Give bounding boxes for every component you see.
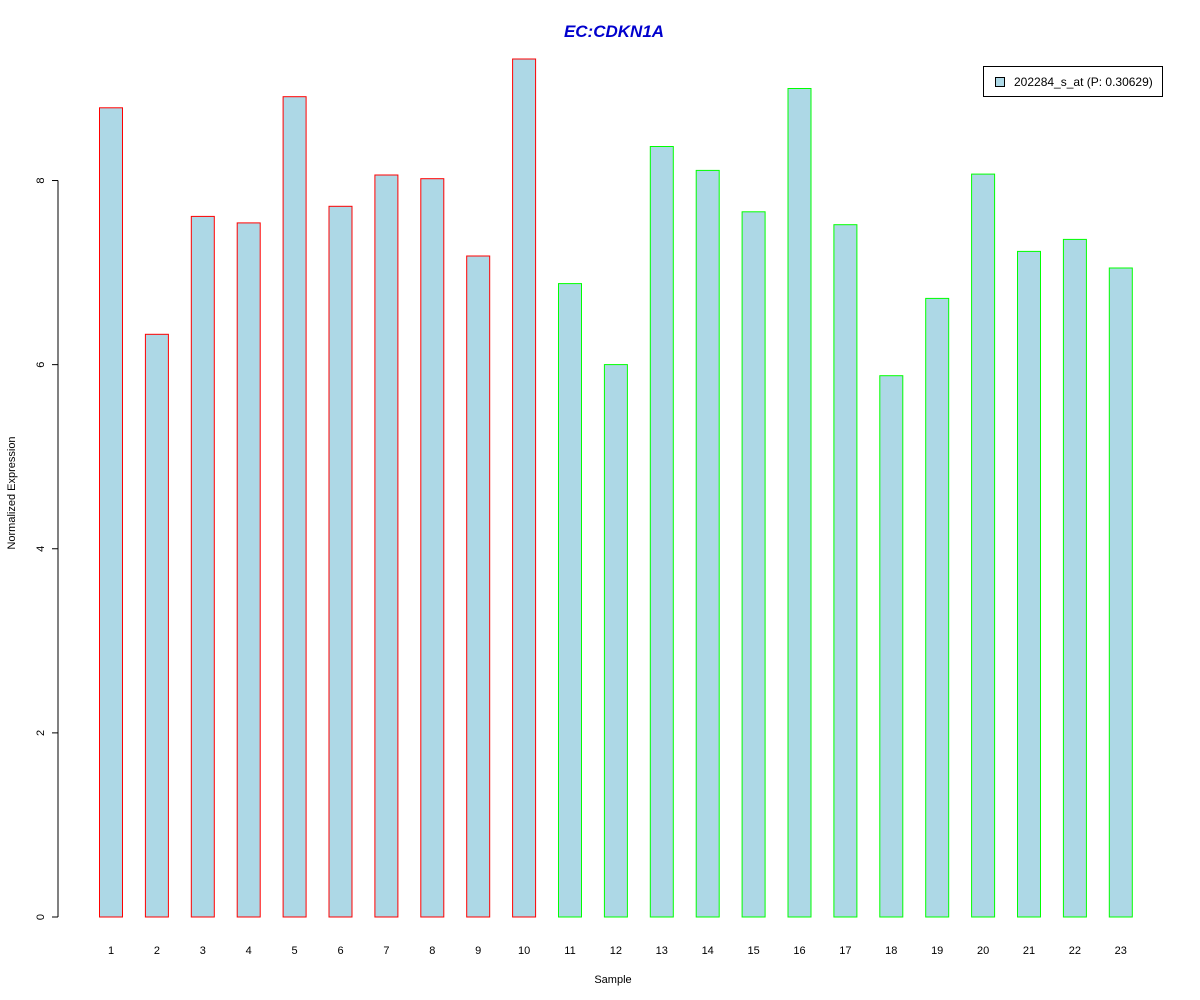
bar-sample-16 — [787, 88, 812, 918]
bar-sample-21 — [1017, 250, 1041, 918]
bar-sample-13 — [649, 146, 674, 918]
bar-sample-8 — [420, 178, 445, 918]
x-tick-label: 14 — [702, 945, 714, 957]
bar-sample-12 — [603, 364, 628, 918]
y-axis: 0 2 4 6 8 — [35, 177, 59, 920]
bar-sample-1 — [99, 107, 123, 918]
x-tick-label: 4 — [246, 945, 252, 957]
x-tick-label: 11 — [564, 945, 575, 957]
y-tick-label: 6 — [35, 362, 47, 368]
x-tick-label: 23 — [1115, 945, 1127, 957]
bar-sample-2 — [144, 333, 169, 918]
chart-title: EC:CDKN1A — [564, 22, 664, 41]
bar-sample-18 — [879, 375, 904, 918]
y-tick-label: 4 — [35, 546, 47, 552]
x-tick-label: 16 — [793, 945, 805, 957]
bar-sample-3 — [190, 215, 215, 918]
x-tick-label: 7 — [383, 945, 389, 957]
x-tick-label: 21 — [1023, 945, 1035, 957]
bar-sample-4 — [236, 222, 261, 918]
y-tick-label: 2 — [35, 730, 47, 736]
bars — [99, 58, 1133, 918]
x-tick-label: 22 — [1069, 945, 1081, 957]
x-tick-label: 2 — [154, 945, 160, 957]
x-tick-label: 20 — [977, 945, 989, 957]
bar-sample-10 — [512, 58, 537, 918]
legend-swatch — [995, 77, 1005, 87]
legend-label: 202284_s_at (P: 0.30629) — [1014, 75, 1153, 89]
bar-sample-20 — [971, 173, 996, 918]
x-tick-label: 6 — [337, 945, 343, 957]
x-tick-label: 3 — [200, 945, 206, 957]
x-tick-label: 17 — [839, 945, 851, 957]
x-tick-label: 8 — [429, 945, 435, 957]
x-tick-label: 1 — [108, 945, 114, 957]
bar-sample-9 — [466, 255, 491, 918]
x-tick-label: 18 — [885, 945, 897, 957]
legend: 202284_s_at (P: 0.30629) — [983, 66, 1163, 97]
x-tick-label: 5 — [292, 945, 298, 957]
bar-sample-6 — [328, 205, 353, 918]
bar-sample-14 — [695, 169, 720, 918]
x-tick-label: 19 — [931, 945, 943, 957]
bar-sample-17 — [833, 224, 858, 918]
legend-box — [983, 66, 1163, 97]
y-axis-label: Normalized Expression — [6, 436, 18, 549]
x-tick-label: 9 — [475, 945, 481, 957]
bar-sample-11 — [558, 283, 582, 918]
bar-sample-22 — [1062, 238, 1087, 918]
bar-sample-15 — [741, 211, 766, 918]
x-tick-label: 12 — [610, 945, 622, 957]
x-tick-labels: 1 2 3 4 5 6 7 8 9 10 11 12 13 14 15 16 17 18 19 20 21 22 23 — [108, 945, 1127, 957]
bar-sample-23 — [1108, 267, 1133, 918]
bar-sample-7 — [374, 174, 399, 918]
bar-sample-19 — [925, 297, 950, 918]
bar-sample-5 — [282, 96, 307, 918]
y-tick-label: 0 — [35, 914, 47, 920]
x-tick-label: 10 — [518, 945, 530, 957]
x-tick-label: 15 — [747, 945, 759, 957]
y-tick-label: 8 — [35, 177, 47, 183]
x-tick-label: 13 — [656, 945, 668, 957]
x-axis-label: Sample — [594, 974, 631, 986]
